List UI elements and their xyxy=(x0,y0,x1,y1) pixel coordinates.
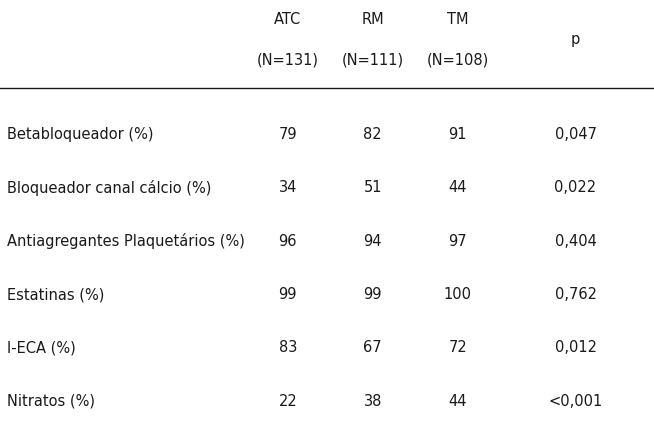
Text: Estatinas (%): Estatinas (%) xyxy=(7,287,104,302)
Text: 100: 100 xyxy=(444,287,472,302)
Text: 82: 82 xyxy=(364,127,382,142)
Text: 72: 72 xyxy=(449,340,467,355)
Text: I-ECA (%): I-ECA (%) xyxy=(7,340,75,355)
Text: 0,012: 0,012 xyxy=(555,340,596,355)
Text: 38: 38 xyxy=(364,394,382,409)
Text: ATC: ATC xyxy=(274,12,301,27)
Text: Bloqueador canal cálcio (%): Bloqueador canal cálcio (%) xyxy=(7,180,211,196)
Text: Nitratos (%): Nitratos (%) xyxy=(7,394,95,409)
Text: <0,001: <0,001 xyxy=(549,394,602,409)
Text: Antiagregantes Plaquetários (%): Antiagregantes Plaquetários (%) xyxy=(7,233,245,249)
Text: (N=108): (N=108) xyxy=(426,52,489,67)
Text: 83: 83 xyxy=(279,340,297,355)
Text: (N=131): (N=131) xyxy=(257,52,318,67)
Text: 99: 99 xyxy=(364,287,382,302)
Text: 0,404: 0,404 xyxy=(555,234,596,249)
Text: 44: 44 xyxy=(449,394,467,409)
Text: 0,762: 0,762 xyxy=(555,287,596,302)
Text: 44: 44 xyxy=(449,180,467,195)
Text: Betabloqueador (%): Betabloqueador (%) xyxy=(7,127,153,142)
Text: 51: 51 xyxy=(364,180,382,195)
Text: RM: RM xyxy=(362,12,384,27)
Text: TM: TM xyxy=(447,12,468,27)
Text: 97: 97 xyxy=(449,234,467,249)
Text: 79: 79 xyxy=(279,127,297,142)
Text: 96: 96 xyxy=(279,234,297,249)
Text: p: p xyxy=(571,32,580,47)
Text: 67: 67 xyxy=(364,340,382,355)
Text: 0,022: 0,022 xyxy=(555,180,596,195)
Text: 91: 91 xyxy=(449,127,467,142)
Text: 22: 22 xyxy=(279,394,297,409)
Text: 99: 99 xyxy=(279,287,297,302)
Text: 34: 34 xyxy=(279,180,297,195)
Text: (N=111): (N=111) xyxy=(342,52,404,67)
Text: 94: 94 xyxy=(364,234,382,249)
Text: 0,047: 0,047 xyxy=(555,127,596,142)
